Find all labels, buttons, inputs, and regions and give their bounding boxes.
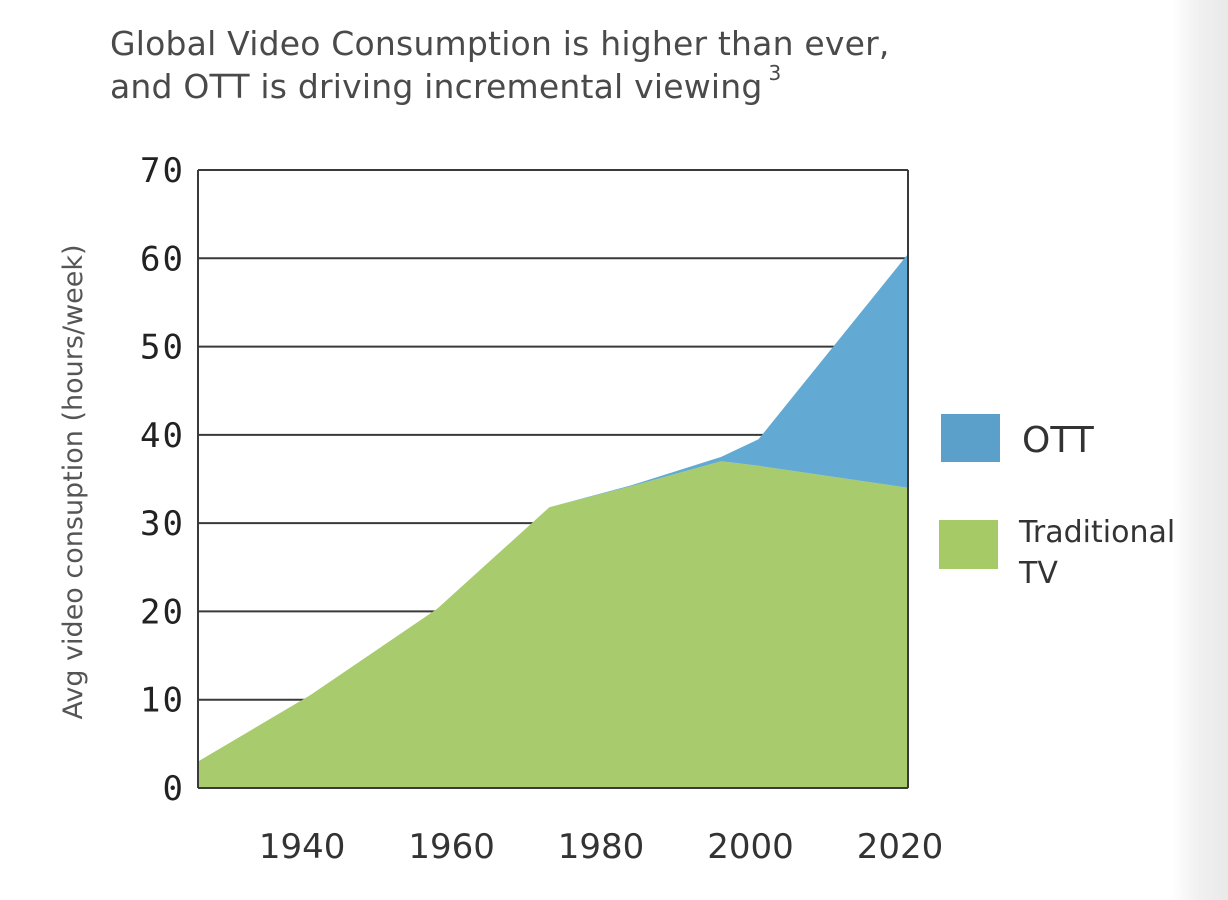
x-tick-label: 1980: [558, 827, 645, 867]
y-tick-label: 20: [140, 592, 185, 632]
legend: OTT Traditional TV: [939, 414, 1175, 591]
chart-title-line-1: Global Video Consumption is higher than …: [110, 24, 890, 63]
chart-title: Global Video Consumption is higher than …: [110, 22, 1030, 108]
chart-title-line-2-text: and OTT is driving incremental viewing: [110, 67, 763, 106]
y-tick-label: 30: [140, 504, 185, 544]
x-tick-label: 2000: [707, 827, 794, 867]
series-areas: [198, 253, 908, 788]
x-tick-label: 1960: [408, 827, 495, 867]
y-tick-label: 10: [140, 681, 185, 721]
legend-label-traditional-tv: Traditional: [1018, 515, 1175, 550]
x-tick-label: 2020: [857, 827, 944, 867]
y-tick-label: 70: [140, 151, 185, 191]
legend-label-traditional-tv: TV: [1018, 556, 1058, 591]
plot-frame: [197, 169, 909, 789]
footnote-marker: 3: [768, 61, 782, 85]
chart-title-line-2: and OTT is driving incremental viewing 3: [110, 63, 1030, 108]
series-area-traditional-tv: [198, 461, 908, 788]
legend-label-ott: OTT: [1022, 420, 1095, 461]
page-edge-shadow: [1172, 0, 1228, 900]
y-tick-label: 0: [163, 769, 185, 809]
y-axis-ticks: 0 10 20 30 40 50 60 70: [140, 151, 185, 809]
x-tick-label: 1940: [259, 827, 346, 867]
x-axis-ticks: 1940 1960 1980 2000 2020: [259, 827, 943, 867]
legend-swatch-ott: [941, 414, 1000, 462]
y-axis-label: Avg video consuption (hours/week): [58, 244, 89, 719]
y-tick-label: 50: [140, 328, 185, 368]
y-axis-label-group: Avg video consuption (hours/week): [58, 244, 89, 719]
legend-swatch-traditional-tv: [939, 520, 998, 569]
y-tick-label: 60: [140, 239, 185, 279]
y-tick-label: 40: [140, 416, 185, 456]
